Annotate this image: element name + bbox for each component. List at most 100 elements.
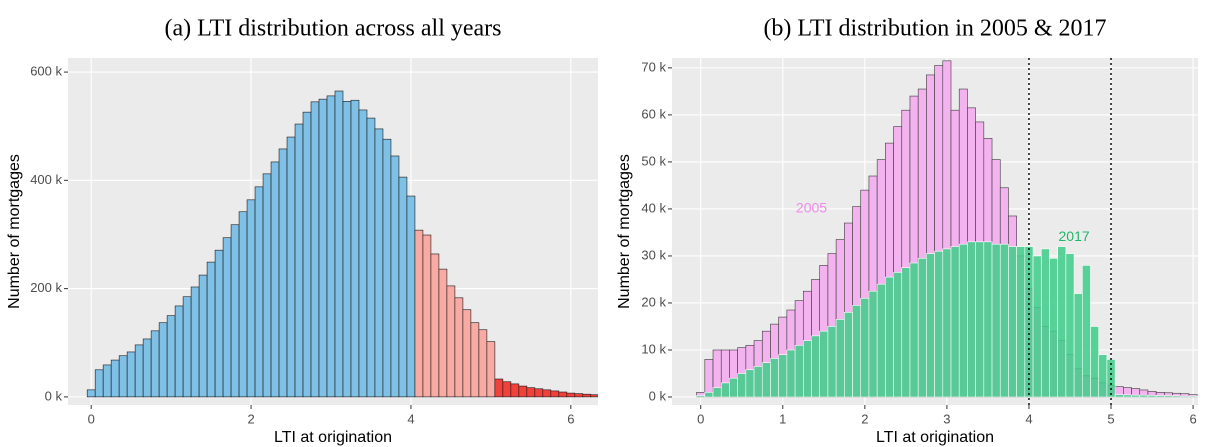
bar <box>486 341 496 398</box>
bar <box>1188 395 1198 398</box>
bar <box>860 297 870 398</box>
y-tick-label: 20 k <box>641 294 666 309</box>
chart-title: (a) LTI distribution across all years <box>164 16 501 42</box>
bar <box>470 322 480 398</box>
bar <box>190 286 200 398</box>
bar <box>206 261 216 398</box>
bar <box>958 243 968 398</box>
bar <box>166 315 176 398</box>
bar <box>518 385 528 398</box>
bar <box>574 393 584 398</box>
bar <box>909 262 919 398</box>
y-tick-label: 0 k <box>45 388 63 403</box>
x-tick-label: 2 <box>247 411 254 426</box>
bar <box>868 290 878 398</box>
bar <box>134 344 144 398</box>
bar <box>278 148 288 398</box>
bar <box>110 359 120 398</box>
x-tick-label: 6 <box>567 411 574 426</box>
bar <box>150 330 160 398</box>
bar <box>811 335 821 398</box>
bar <box>262 173 272 398</box>
x-tick-label: 2 <box>861 411 868 426</box>
bar <box>270 161 280 398</box>
bar <box>1139 394 1149 398</box>
bar <box>542 389 552 398</box>
y-tick-label: 600 k <box>30 64 62 79</box>
bar <box>917 258 927 398</box>
annotation: 2005 <box>796 200 827 216</box>
bar <box>430 253 440 398</box>
bar <box>254 186 264 398</box>
x-axis-title: LTI at origination <box>274 429 392 446</box>
bar <box>934 250 944 398</box>
bar <box>334 90 344 398</box>
bar <box>438 268 448 398</box>
x-tick-label: 0 <box>697 411 704 426</box>
bar <box>326 95 336 398</box>
bar <box>390 155 400 398</box>
bar <box>1123 394 1132 398</box>
x-tick-label: 1 <box>779 411 786 426</box>
bar <box>802 340 812 398</box>
bar <box>999 243 1009 398</box>
bar <box>414 229 424 398</box>
bar <box>704 359 714 398</box>
bar <box>1090 326 1100 398</box>
y-tick-label: 60 k <box>641 106 666 121</box>
x-axis-title: LTI at origination <box>876 429 994 446</box>
bar <box>222 237 232 398</box>
y-tick-label: 200 k <box>30 280 62 295</box>
bar <box>1114 394 1124 398</box>
bar <box>318 98 328 398</box>
y-axis-title: Number of mortgages <box>6 154 23 309</box>
bar <box>770 358 779 398</box>
y-tick-label: 40 k <box>641 200 666 215</box>
y-tick-label: 30 k <box>641 247 666 262</box>
bar <box>876 283 886 398</box>
bar <box>358 109 368 398</box>
y-tick-label: 70 k <box>641 59 666 74</box>
bar <box>118 355 128 398</box>
bar <box>550 390 560 398</box>
bar <box>302 111 312 398</box>
bar <box>1057 246 1067 398</box>
bar <box>737 373 747 398</box>
bar <box>422 234 432 398</box>
bar <box>446 285 456 398</box>
bar <box>696 395 706 398</box>
y-tick-label: 400 k <box>30 172 62 187</box>
bar <box>182 296 192 398</box>
bar <box>454 297 464 398</box>
bar <box>126 351 136 398</box>
bar <box>712 387 722 398</box>
bar <box>1008 246 1017 398</box>
y-axis-title: Number of mortgages <box>616 154 633 309</box>
bar <box>967 241 976 398</box>
bar <box>745 369 755 398</box>
bar <box>983 241 993 398</box>
bar <box>478 329 488 398</box>
bar <box>1032 255 1042 398</box>
annotation: 2017 <box>1059 228 1090 244</box>
bar <box>494 378 504 398</box>
bar <box>1164 395 1173 398</box>
bar <box>534 388 544 398</box>
bar <box>819 330 829 398</box>
bar <box>1172 395 1182 398</box>
bar <box>214 249 224 398</box>
chart-title: (b) LTI distribution in 2005 & 2017 <box>763 16 1106 42</box>
bar <box>142 338 152 398</box>
plot <box>696 58 1198 405</box>
x-tick-label: 4 <box>407 411 414 426</box>
bar <box>342 101 352 398</box>
y-tick-label: 10 k <box>641 341 666 356</box>
bar <box>230 224 240 398</box>
bar <box>901 267 911 398</box>
bar <box>1131 394 1141 398</box>
bar <box>510 383 520 398</box>
bar <box>350 99 360 398</box>
bar <box>1040 248 1050 398</box>
y-tick-label: 50 k <box>641 153 666 168</box>
bar <box>286 136 296 398</box>
